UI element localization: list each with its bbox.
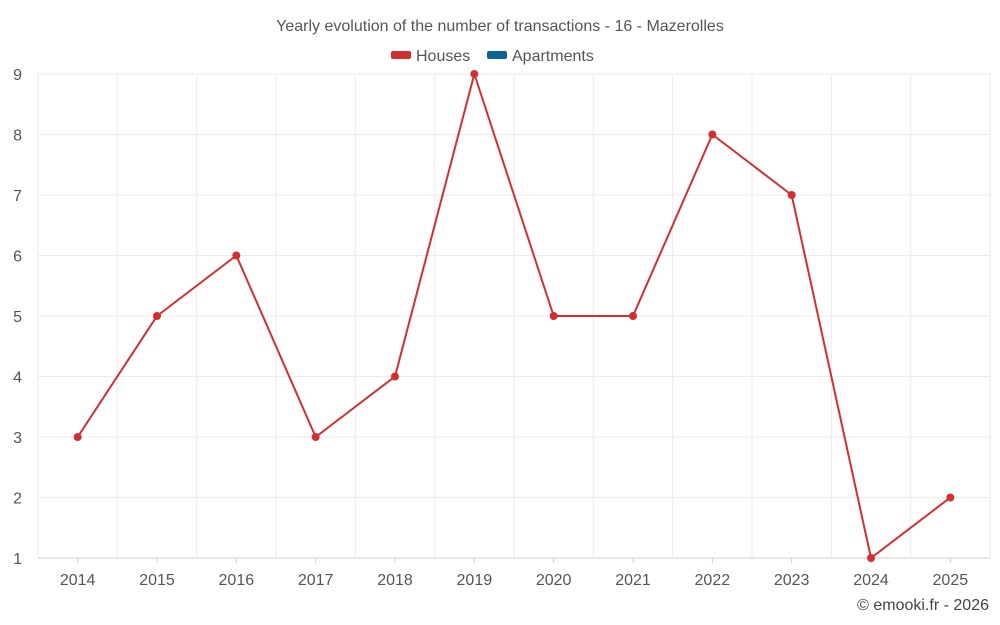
y-tick-label: 8	[13, 128, 22, 145]
grid	[37, 73, 991, 558]
x-tick-label: 2016	[219, 572, 255, 589]
legend-item-houses[interactable]: Houses	[391, 48, 470, 65]
data-point-houses-2018[interactable]	[391, 372, 399, 381]
legend-swatch-houses	[391, 51, 411, 59]
data-point-houses-2025[interactable]	[946, 493, 955, 502]
y-tick-label: 5	[13, 309, 22, 326]
y-tick-label: 9	[13, 67, 22, 84]
x-tick-label: 2015	[139, 572, 175, 589]
legend-label-apartments: Apartments	[512, 48, 594, 65]
data-point-houses-2023[interactable]	[787, 191, 796, 199]
y-tick-label: 1	[13, 551, 22, 568]
x-tick-label: 2017	[298, 572, 334, 589]
y-tick-label: 3	[13, 430, 22, 447]
y-tick-label: 2	[13, 491, 22, 508]
data-point-houses-2021[interactable]	[629, 312, 637, 320]
legend-swatch-apartments	[487, 51, 507, 59]
x-tick-label: 2020	[536, 572, 572, 589]
y-axis-ticks: 1 2 3 4 5 6 7 8 9	[13, 67, 22, 568]
legend: Houses Apartments	[391, 48, 594, 65]
x-tick-label: 2014	[60, 572, 96, 589]
series-line-houses	[76, 73, 951, 559]
y-tick-label: 4	[13, 370, 22, 387]
legend-label-houses: Houses	[416, 48, 470, 65]
x-axis-ticks: 2014 2015 2016 2017 2018 2019 2020 2021 2022 2023…	[60, 558, 968, 589]
data-point-houses-2015[interactable]	[153, 312, 161, 320]
data-point-houses-2024[interactable]	[867, 554, 875, 562]
series-houses	[73, 70, 955, 562]
y-tick-label: 7	[13, 188, 22, 205]
x-tick-label: 2024	[853, 572, 889, 589]
data-point-houses-2016[interactable]	[232, 251, 241, 260]
credit-text: © emooki.fr - 2026	[857, 597, 989, 614]
x-tick-label: 2025	[933, 572, 969, 589]
data-point-houses-2022[interactable]	[708, 130, 717, 139]
x-tick-label: 2019	[457, 572, 493, 589]
legend-item-apartments[interactable]: Apartments	[487, 48, 594, 65]
x-tick-label: 2021	[615, 572, 651, 589]
x-tick-label: 2018	[377, 572, 413, 589]
chart-title: Yearly evolution of the number of transa…	[276, 18, 724, 35]
data-point-houses-2014[interactable]	[73, 433, 82, 441]
x-tick-label: 2023	[774, 572, 810, 589]
data-point-houses-2017[interactable]	[311, 433, 320, 441]
data-point-houses-2020[interactable]	[549, 312, 558, 320]
data-point-houses-2019[interactable]	[470, 70, 479, 78]
x-tick-label: 2022	[695, 572, 731, 589]
y-tick-label: 6	[13, 249, 22, 266]
